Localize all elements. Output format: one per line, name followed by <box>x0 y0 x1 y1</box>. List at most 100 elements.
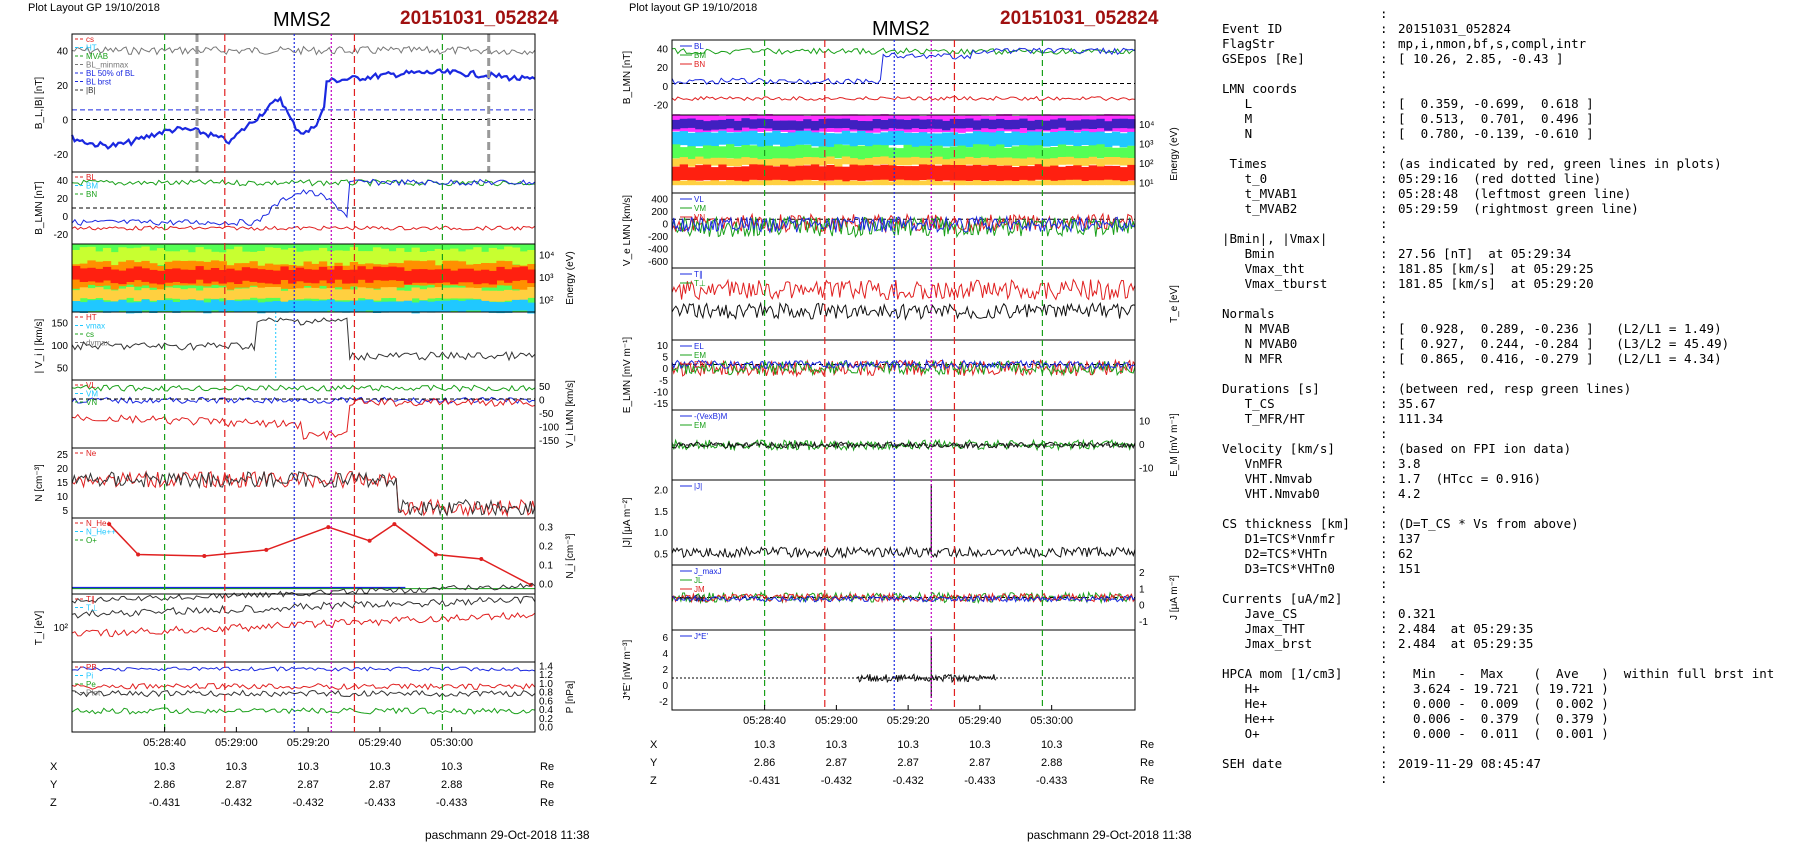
info-value: (D=T_CS * Vs from above) <box>1398 516 1579 531</box>
spectrogram-cell <box>780 185 789 193</box>
spectrogram-cell <box>880 120 889 130</box>
legend-label: BN <box>86 190 97 199</box>
info-colon: : <box>1380 111 1388 126</box>
tick-label: -20 <box>54 150 69 161</box>
spectrogram-cell <box>795 180 804 187</box>
spectrogram-cell <box>156 289 166 301</box>
coord-value: -0.431 <box>749 775 780 787</box>
left-panel-frame <box>71 517 536 595</box>
spectrogram-cell <box>195 247 204 265</box>
spectrogram-cell <box>710 167 719 183</box>
spectrogram-cell <box>872 165 881 182</box>
spectrogram-cell <box>772 185 781 193</box>
spectrogram-cell <box>1003 165 1013 182</box>
spectrogram-cell <box>1065 145 1074 160</box>
tick-label: 0 <box>62 212 68 223</box>
spectrogram-cell <box>396 267 405 281</box>
spectrogram-cell <box>180 289 189 301</box>
time-label: 05:30:00 <box>1030 715 1073 727</box>
info-value: 151 <box>1398 561 1421 576</box>
spectrogram-cell <box>810 121 820 131</box>
spectrogram-cell <box>481 269 490 284</box>
info-value: 1.7 (HTcc = 0.916) <box>1398 471 1541 486</box>
coord-value: -0.432 <box>221 797 252 809</box>
spectrogram-cell <box>1057 166 1067 183</box>
left-ion-spectrogram <box>72 244 536 314</box>
coord-value: -0.433 <box>364 797 395 809</box>
time-label: 05:30:00 <box>430 737 473 749</box>
ne-series-line <box>71 470 536 518</box>
spectrogram-cell <box>903 166 912 182</box>
info-colon: : <box>1380 396 1388 411</box>
spectrogram-cell <box>95 287 104 298</box>
tick-label: 0 <box>62 115 68 126</box>
spectrogram-cell <box>726 185 735 193</box>
spectrogram-cell <box>1003 157 1013 166</box>
info-key: Jave_CS <box>1222 606 1298 621</box>
ptot-series-line <box>71 707 536 715</box>
spectrogram-cell <box>156 270 166 285</box>
info-value: 3.8 <box>1398 456 1421 471</box>
time-label: 05:29:40 <box>358 737 401 749</box>
spectrogram-cell <box>419 269 428 283</box>
middle-event-id: 20151031_052824 <box>1000 8 1159 29</box>
spectrogram-cell <box>419 289 428 301</box>
spectrogram-cell <box>1096 144 1105 159</box>
spectrogram-cell <box>726 158 735 167</box>
coord-value: -0.433 <box>436 797 467 809</box>
spectrogram-cell <box>980 132 989 147</box>
info-value: 35.67 <box>1398 396 1436 411</box>
axis-label: N_i [cm⁻³] <box>565 533 576 579</box>
legend-label: PB <box>86 663 97 672</box>
middle-footer: paschmann 29-Oct-2018 11:38 <box>1027 828 1192 842</box>
spectrogram-cell <box>957 165 966 181</box>
spectrogram-cell <box>427 301 436 313</box>
tick-label: 50 <box>539 382 551 393</box>
info-colon: : <box>1380 516 1388 531</box>
axis-label: B_L,|B| [nT] <box>34 77 45 130</box>
info-colon: : <box>1380 456 1388 471</box>
spectrogram-cell <box>1073 179 1082 186</box>
info-key: HPCA mom [1/cm3] <box>1222 666 1343 681</box>
info-colon: : <box>1380 381 1388 396</box>
spectrogram-cell <box>380 287 389 299</box>
spectrogram-cell <box>957 158 966 167</box>
spectrogram-cell <box>718 164 727 181</box>
spectrogram-cell <box>733 120 742 131</box>
tpar-series-line <box>71 582 536 604</box>
spectrogram-cell <box>1127 119 1136 129</box>
spectrogram-cell <box>133 302 142 314</box>
info-key: t_MVAB2 <box>1222 201 1298 216</box>
spectrogram-cell <box>1050 147 1059 161</box>
spectrogram-cell <box>388 301 397 313</box>
spectrogram-cell <box>318 266 328 281</box>
spectrogram-cell <box>519 289 528 301</box>
spectrogram-cell <box>764 165 773 182</box>
info-key: t_0 <box>1222 171 1268 186</box>
spectrogram-cell <box>780 120 789 130</box>
spectrogram-cell <box>110 252 119 270</box>
spectrogram-cell <box>102 289 112 301</box>
middle-electron-spectrogram <box>672 114 1136 193</box>
legend-label: MVAB <box>86 52 108 61</box>
spectrogram-cell <box>764 145 773 160</box>
spectrogram-cell <box>895 148 905 163</box>
spectrogram-cell <box>702 121 712 131</box>
legend-label: O+ <box>86 536 97 545</box>
spectrogram-cell <box>334 301 343 313</box>
spectrogram-cell <box>210 268 220 282</box>
hepp-point <box>107 522 112 527</box>
spectrogram-cell <box>118 299 127 311</box>
spectrogram-cell <box>126 287 135 298</box>
spectrogram-cell <box>1019 158 1028 167</box>
spectrogram-cell <box>834 144 843 159</box>
spectrogram-cell <box>1119 167 1128 183</box>
spectrogram-cell <box>888 165 897 181</box>
spectrogram-cell <box>988 146 997 161</box>
spectrogram-cell <box>172 287 181 299</box>
tick-label: -50 <box>539 409 554 420</box>
spectrogram-cell <box>488 270 497 285</box>
tick-label: 10² <box>539 296 554 307</box>
hepp-point <box>202 554 207 558</box>
spectrogram-cell <box>1111 118 1121 129</box>
